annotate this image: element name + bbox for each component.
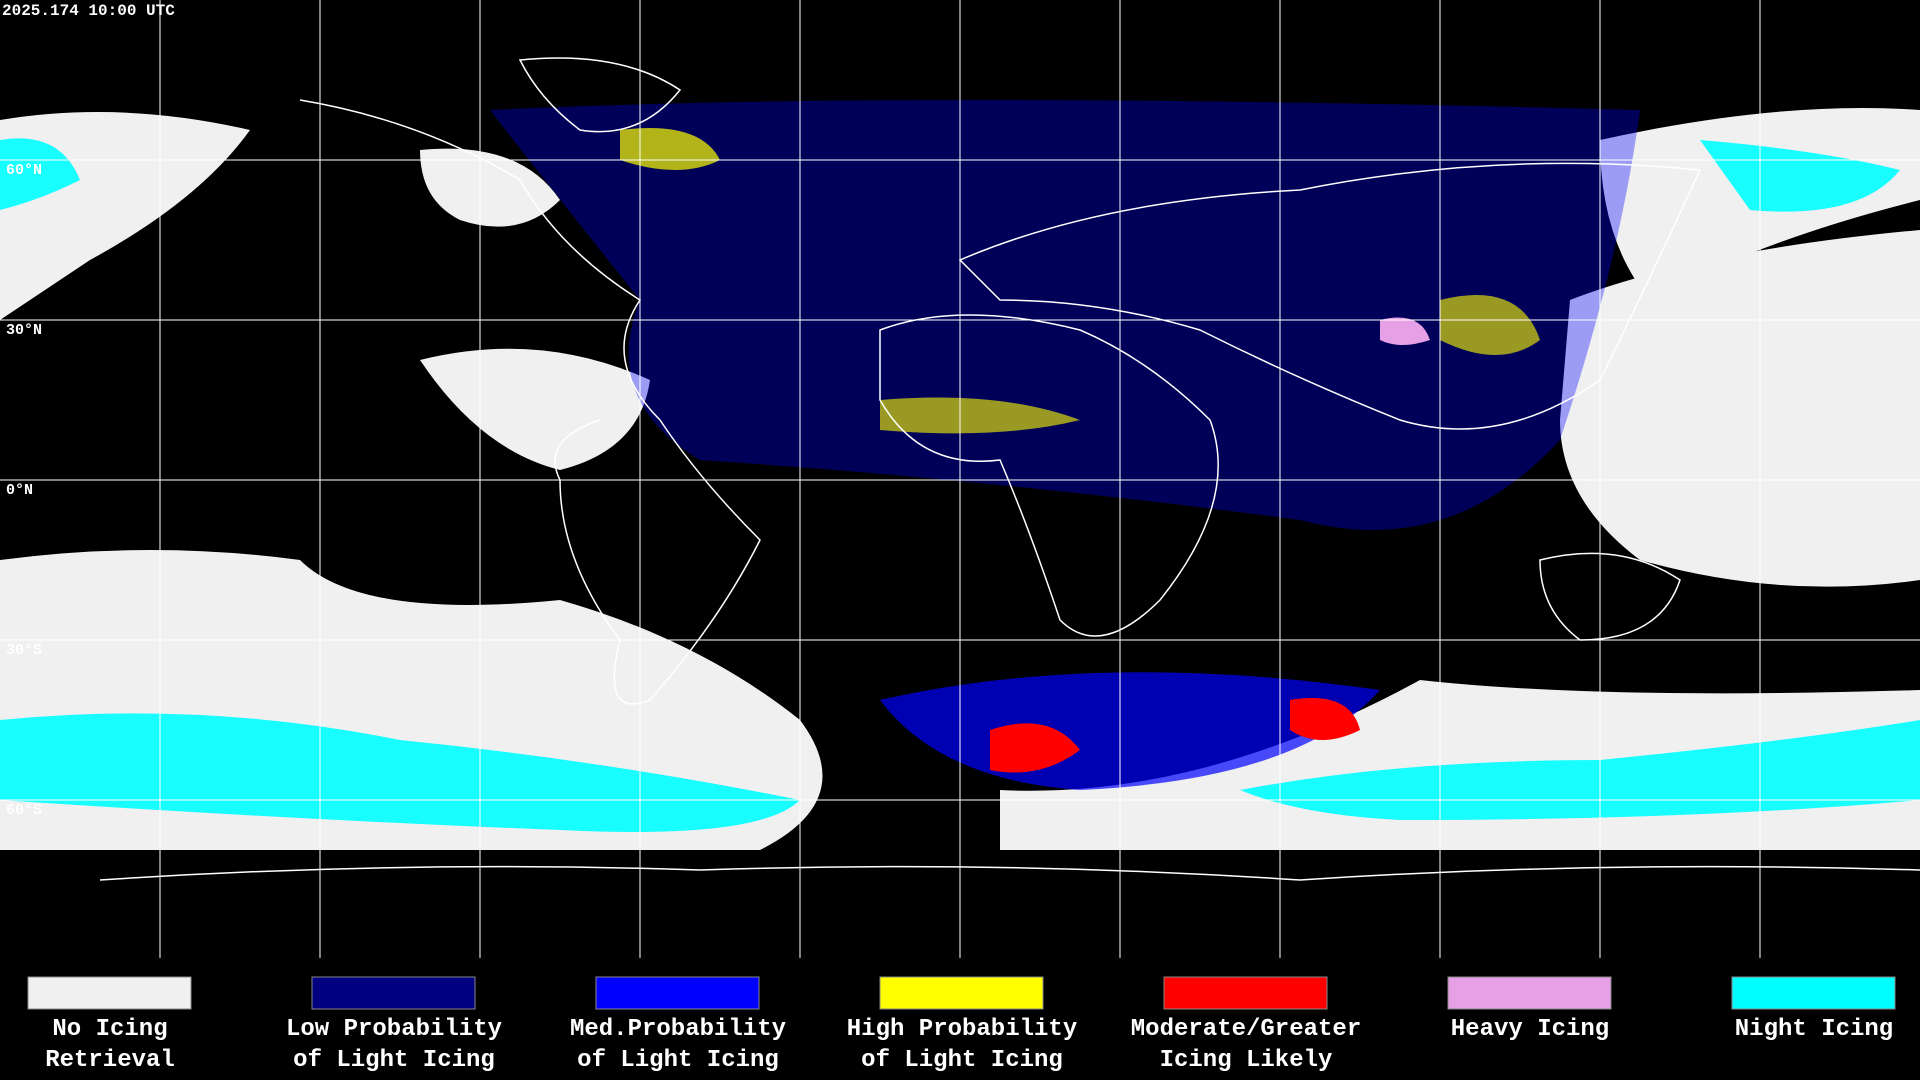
cloud <box>420 148 560 227</box>
night-icing-areas <box>0 138 1920 832</box>
legend-label: of Light Icing <box>577 1047 779 1074</box>
latitude-label: 30°N <box>6 322 42 339</box>
legend-label: of Light Icing <box>861 1047 1063 1074</box>
moderate-area <box>1290 698 1360 740</box>
legend: No Icing Retrieval Low Probability of Light… <box>27 976 1896 1074</box>
coastline <box>1539 552 1681 641</box>
legend-label: Icing Likely <box>1160 1047 1333 1074</box>
legend-swatch <box>595 976 760 1010</box>
med-probability-area <box>490 100 1640 530</box>
legend-label: Low Probability <box>286 1016 502 1043</box>
coastline <box>99 865 1920 881</box>
coastline <box>879 314 1219 637</box>
cloud <box>0 138 80 210</box>
latitude-labels: 60°N 30°N 0°N 30°S 60°S <box>6 162 42 819</box>
legend-swatch <box>27 976 192 1010</box>
graticule <box>0 0 1920 958</box>
cloud <box>420 348 650 470</box>
high-probability-area <box>880 397 1080 434</box>
legend-swatch <box>1447 976 1612 1010</box>
legend-label: Heavy Icing <box>1451 1016 1609 1043</box>
legend-swatch <box>1163 976 1328 1010</box>
legend-label: No Icing <box>52 1016 167 1043</box>
legend-swatch <box>1731 976 1896 1010</box>
coastlines <box>99 57 1920 881</box>
legend-label: Med.Probability <box>570 1016 786 1043</box>
legend-swatch <box>311 976 476 1010</box>
timestamp: 2025.174 10:00 UTC <box>2 2 175 20</box>
cloud <box>1240 720 1920 820</box>
legend-label: of Light Icing <box>293 1047 495 1074</box>
icing-areas <box>490 100 1640 790</box>
latitude-label: 0°N <box>6 482 33 499</box>
coastline <box>299 99 761 705</box>
map <box>0 0 1920 958</box>
coastline <box>518 57 682 133</box>
heavy-icing-area <box>1380 317 1430 345</box>
latitude-label: 60°S <box>6 802 42 819</box>
moderate-area <box>990 723 1080 773</box>
coastline <box>958 162 1702 430</box>
cloud <box>1560 230 1920 587</box>
legend-label: High Probability <box>847 1016 1077 1043</box>
latitude-label: 60°N <box>6 162 42 179</box>
legend-label: Night Icing <box>1735 1016 1893 1043</box>
cloud <box>0 713 800 832</box>
latitude-label: 30°S <box>6 642 42 659</box>
legend-label: Retrieval <box>45 1047 175 1074</box>
cloud <box>1700 140 1900 212</box>
high-probability-area <box>1440 295 1540 355</box>
legend-label: Moderate/Greater <box>1131 1016 1361 1043</box>
legend-swatch <box>879 976 1044 1010</box>
